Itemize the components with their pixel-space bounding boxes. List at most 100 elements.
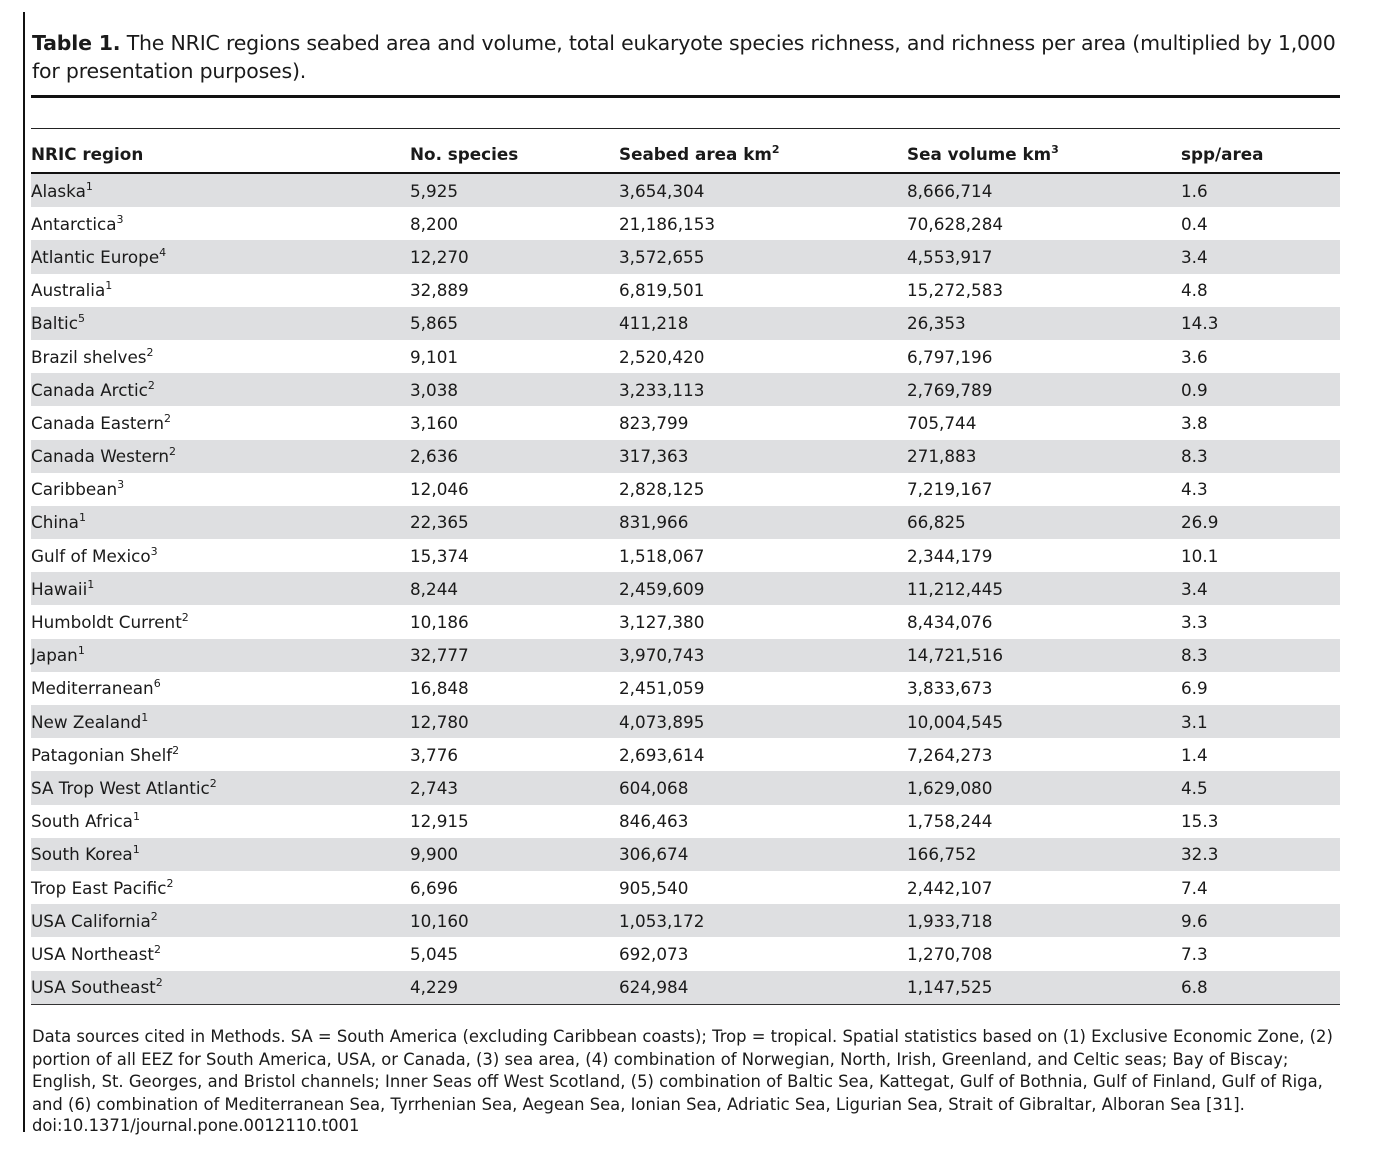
cell-sea-volume: 8,434,076 — [907, 612, 993, 633]
cell-sea-volume: 1,147,525 — [907, 970, 1181, 1005]
cell-species: 10,160 — [410, 904, 619, 938]
cell-region: USA Southeast2 — [31, 970, 410, 1005]
cell-seabed-area: 2,451,059 — [619, 678, 705, 699]
cell-seabed-area: 692,073 — [619, 943, 689, 964]
cell-sea-volume: 11,212,445 — [907, 572, 1181, 606]
cell-species: 5,045 — [410, 943, 459, 964]
footnote-marker: 2 — [209, 776, 217, 790]
footnote-marker: 3 — [150, 544, 158, 558]
cell-sea-volume: 10,004,545 — [907, 705, 1181, 739]
cell-species: 5,925 — [410, 173, 619, 208]
table-top-rule — [31, 128, 1340, 129]
cell-species: 12,270 — [410, 240, 619, 274]
footnote-marker: 1 — [132, 843, 140, 857]
cell-spp-area: 32.3 — [1181, 837, 1340, 871]
cell-region: Australia1 — [31, 279, 113, 301]
footnote-marker: 3 — [116, 212, 124, 226]
cell-region: Canada Arctic2 — [31, 373, 410, 407]
cell-spp-area: 4.3 — [1181, 479, 1208, 500]
table-row: Patagonian Shelf2 3,776 2,693,614 7,264,273… — [31, 738, 1340, 771]
cell-sea-volume: 2,442,107 — [907, 877, 993, 898]
table-row: Canada Arctic2 3,038 3,233,113 2,769,789 0.9 — [31, 373, 1340, 407]
cell-spp-area: 3.6 — [1181, 346, 1208, 367]
footnote-marker: 5 — [77, 312, 85, 326]
cell-spp-area: 3.1 — [1181, 705, 1340, 739]
cell-spp-area: 4.5 — [1181, 771, 1340, 805]
cell-species: 4,229 — [410, 970, 619, 1005]
cell-seabed-area: 823,799 — [619, 412, 689, 433]
cell-species: 32,777 — [410, 638, 619, 672]
table-row: Brazil shelves2 9,101 2,520,420 6,797,196 3.… — [31, 340, 1340, 373]
footnote-marker: 1 — [132, 810, 140, 824]
cell-sea-volume: 1,933,718 — [907, 904, 1181, 938]
footnote-marker: 1 — [78, 511, 86, 525]
cell-sea-volume: 2,344,179 — [907, 545, 993, 566]
cell-seabed-area: 2,459,609 — [619, 572, 907, 606]
cell-sea-volume: 14,721,516 — [907, 638, 1181, 672]
cell-sea-volume: 1,629,080 — [907, 771, 1181, 805]
cell-spp-area: 4.8 — [1181, 280, 1208, 301]
table-header-row: NRIC region No. species Seabed area km2 … — [31, 136, 1340, 174]
cell-seabed-area: 2,693,614 — [619, 744, 705, 765]
cell-sea-volume: 26,353 — [907, 306, 1181, 340]
cell-region: China1 — [31, 505, 410, 540]
header-spp-area: spp/area — [1181, 136, 1340, 174]
cell-spp-area: 7.3 — [1181, 943, 1208, 964]
caption-text: The NRIC regions seabed area and volume,… — [32, 31, 1336, 83]
cell-sea-volume: 705,744 — [907, 412, 977, 433]
cell-sea-volume: 3,833,673 — [907, 678, 993, 699]
cell-species: 8,244 — [410, 572, 619, 606]
footnote-marker: 1 — [77, 644, 85, 658]
table-row: Antarctica3 8,200 21,186,153 70,628,284 0.4 — [31, 207, 1340, 240]
cell-spp-area: 3.8 — [1181, 412, 1208, 433]
cell-spp-area: 9.6 — [1181, 904, 1340, 938]
table-row: Canada Eastern2 3,160 823,799 705,744 3.8 — [31, 406, 1340, 439]
cell-spp-area: 8.3 — [1181, 439, 1340, 473]
cell-species: 3,038 — [410, 373, 619, 407]
cell-sea-volume: 166,752 — [907, 837, 1181, 871]
footnote-marker: 2 — [163, 411, 171, 425]
footnote-marker: 1 — [105, 279, 113, 293]
cell-region: Japan1 — [31, 638, 410, 672]
table-row: USA Southeast2 4,229 624,984 1,147,525 6.8 — [31, 970, 1340, 1005]
cell-region: Caribbean3 — [31, 478, 125, 500]
left-margin-rule — [23, 12, 25, 1132]
cell-seabed-area: 1,518,067 — [619, 545, 705, 566]
cell-spp-area: 0.9 — [1181, 373, 1340, 407]
table-row: Canada Western2 2,636 317,363 271,883 8.3 — [31, 439, 1340, 473]
table-row: USA Northeast2 5,045 692,073 1,270,708 7.3 — [31, 937, 1340, 970]
cell-spp-area: 26.9 — [1181, 505, 1340, 540]
cell-seabed-area: 3,572,655 — [619, 240, 907, 274]
footnote-marker: 4 — [159, 245, 167, 259]
table-body: Alaska1 5,925 3,654,304 8,666,714 1.6 Antarct… — [31, 173, 1340, 1005]
cell-region: Humboldt Current2 — [31, 611, 189, 633]
cell-seabed-area: 624,984 — [619, 970, 907, 1005]
footnote-marker: 2 — [172, 743, 180, 757]
footnote-marker: 2 — [153, 942, 161, 956]
cell-seabed-area: 831,966 — [619, 505, 907, 540]
cell-region: South Korea1 — [31, 837, 410, 871]
table-row: Gulf of Mexico3 15,374 1,518,067 2,344,179 1… — [31, 539, 1340, 572]
cell-species: 6,696 — [410, 877, 459, 898]
footnote-marker: 3 — [117, 478, 125, 492]
cell-region: New Zealand1 — [31, 705, 410, 739]
cell-seabed-area: 3,654,304 — [619, 173, 907, 208]
footnote-marker: 2 — [146, 345, 154, 359]
header-no-species: No. species — [410, 136, 619, 174]
cell-species: 9,900 — [410, 837, 619, 871]
cell-region: Canada Western2 — [31, 439, 410, 473]
table-row: Hawaii1 8,244 2,459,609 11,212,445 3.4 — [31, 572, 1340, 606]
cell-seabed-area: 6,819,501 — [619, 280, 705, 301]
cell-region: USA California2 — [31, 904, 410, 938]
footnote-marker: 2 — [147, 378, 155, 392]
cell-sea-volume: 70,628,284 — [907, 213, 1004, 234]
header-sea-volume: Sea volume km3 — [907, 136, 1181, 174]
cell-region: Brazil shelves2 — [31, 345, 154, 367]
cell-seabed-area: 604,068 — [619, 771, 907, 805]
cell-region: Trop East Pacific2 — [31, 876, 174, 898]
cell-species: 22,365 — [410, 505, 619, 540]
cell-seabed-area: 317,363 — [619, 439, 907, 473]
cell-sea-volume: 4,553,917 — [907, 240, 1181, 274]
cell-species: 12,046 — [410, 479, 469, 500]
table-row: Baltic5 5,865 411,218 26,353 14.3 — [31, 306, 1340, 340]
